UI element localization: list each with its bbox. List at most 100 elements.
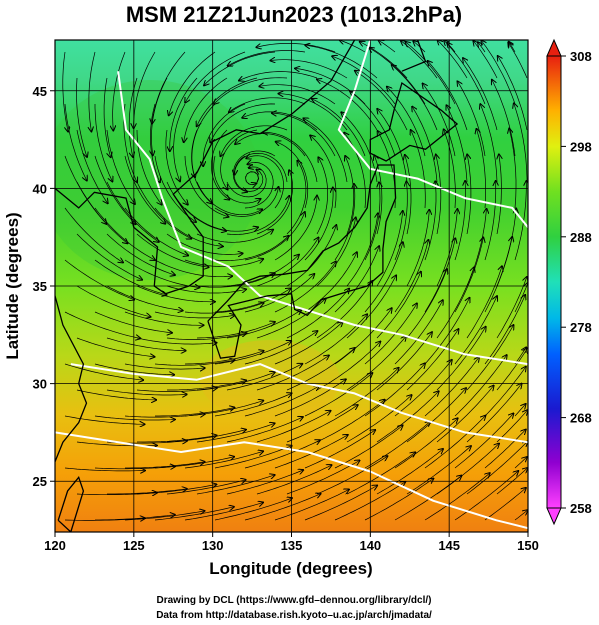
streamline xyxy=(256,170,293,235)
streamline xyxy=(316,400,385,443)
streamline xyxy=(286,225,336,287)
streamline xyxy=(274,490,349,521)
streamline xyxy=(364,422,430,469)
streamline xyxy=(214,393,292,417)
streamline xyxy=(355,71,408,131)
streamline xyxy=(94,155,136,224)
streamline xyxy=(196,475,275,495)
streamline xyxy=(150,103,160,182)
streamline xyxy=(467,155,472,235)
streamline xyxy=(191,129,212,203)
streamline xyxy=(214,77,288,104)
streamline xyxy=(64,311,140,338)
streamline xyxy=(184,155,228,217)
streamline xyxy=(214,187,279,217)
streamline xyxy=(346,395,412,443)
streamline xyxy=(124,363,205,369)
streamline xyxy=(124,311,204,325)
streamline xyxy=(136,484,216,495)
streamline xyxy=(244,212,305,261)
streamline xyxy=(196,181,262,216)
colorbar-tick-label: 298 xyxy=(570,139,592,154)
x-axis-label: Longitude (degrees) xyxy=(209,559,372,578)
y-tick-label: 40 xyxy=(33,181,47,196)
lat-lon-grid xyxy=(55,40,528,532)
streamline xyxy=(492,80,516,157)
streamline xyxy=(514,457,527,469)
streamline xyxy=(497,154,501,235)
x-tick-label: 125 xyxy=(123,538,145,553)
streamline xyxy=(346,276,396,339)
plot-area xyxy=(55,40,528,532)
streamline xyxy=(226,470,303,495)
streamline xyxy=(125,462,205,469)
colorbar-max-arrow xyxy=(546,38,562,57)
streamline xyxy=(394,360,452,417)
streamline xyxy=(316,456,387,495)
streamline xyxy=(286,161,307,235)
streamline xyxy=(124,511,204,521)
streamline xyxy=(106,129,135,204)
streamline xyxy=(76,285,151,317)
streamline xyxy=(346,452,415,495)
map-title: MSM 21Z21Jun2023 (1013.2hPa) xyxy=(126,2,462,27)
streamline xyxy=(184,503,263,521)
streamline xyxy=(316,157,328,235)
streamline xyxy=(436,386,494,443)
streamline xyxy=(364,479,433,521)
streamline xyxy=(454,414,513,469)
streamline xyxy=(184,259,263,268)
streamline xyxy=(136,337,217,344)
streamline xyxy=(484,367,526,417)
streamline xyxy=(94,104,112,181)
streamline xyxy=(136,285,215,302)
coastline-segment xyxy=(369,81,459,162)
streamline xyxy=(376,332,432,391)
streamline xyxy=(184,401,263,417)
streamline xyxy=(304,373,372,417)
streamline xyxy=(246,156,284,209)
streamline xyxy=(480,104,498,183)
streamline xyxy=(136,233,209,267)
streamline xyxy=(259,85,336,105)
streamline xyxy=(405,155,412,235)
streamline xyxy=(136,181,191,239)
streamline xyxy=(484,237,512,313)
streamline xyxy=(166,333,246,340)
streamline xyxy=(424,357,479,417)
y-axis-label: Latitude (degrees) xyxy=(3,212,22,359)
streamline xyxy=(244,386,319,417)
streamline xyxy=(466,266,502,339)
streamline xyxy=(304,314,367,365)
contour-line xyxy=(55,431,528,530)
streamline xyxy=(484,295,525,365)
streamline xyxy=(423,84,456,157)
y-tick-label: 45 xyxy=(33,84,47,99)
streamline xyxy=(244,494,321,521)
streamline xyxy=(214,341,291,365)
streamline xyxy=(62,51,68,132)
streamline xyxy=(244,331,317,365)
colorbar-ticks: 308 298 288 278 268 258 xyxy=(561,49,592,516)
streamline xyxy=(165,129,188,205)
streamline xyxy=(377,109,408,183)
streamline xyxy=(214,446,292,469)
streamline xyxy=(444,41,486,105)
streamline xyxy=(332,56,396,105)
streamline xyxy=(436,209,457,287)
coastline-segment xyxy=(55,40,356,295)
streamline xyxy=(411,130,426,209)
streamline xyxy=(64,259,134,300)
streamline xyxy=(169,51,216,115)
streamline xyxy=(244,440,320,469)
streamline xyxy=(256,299,326,339)
streamline xyxy=(89,51,96,131)
streamline xyxy=(484,181,496,261)
streamline xyxy=(124,155,165,224)
streamline xyxy=(256,42,336,53)
streamline xyxy=(155,408,234,417)
streamline xyxy=(154,259,232,277)
streamline xyxy=(214,236,289,261)
streamline xyxy=(304,118,348,183)
